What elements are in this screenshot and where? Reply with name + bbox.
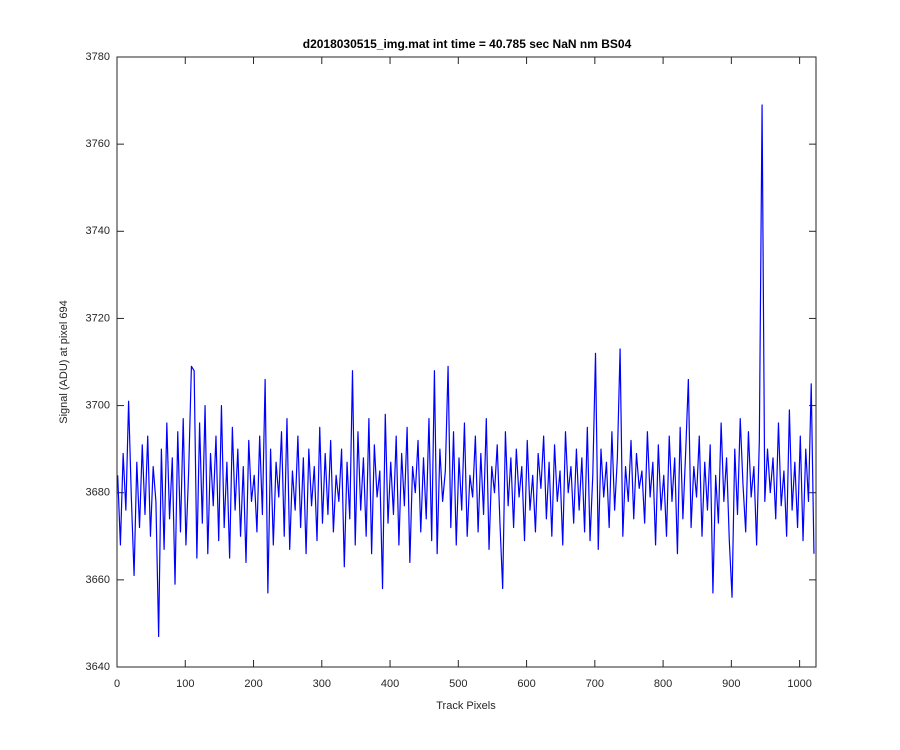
y-tick-label: 3780: [86, 51, 110, 63]
axes-box: [116, 56, 817, 668]
x-tick-label: 600: [517, 678, 535, 690]
y-tick-label: 3740: [86, 225, 110, 237]
x-tick-label: 700: [586, 678, 604, 690]
y-tick-label: 3680: [86, 487, 110, 499]
x-axis-label: Track Pixels: [436, 700, 496, 712]
data-line: [117, 104, 815, 638]
x-tick-label: 100: [176, 678, 194, 690]
y-tick-label: 3760: [86, 138, 110, 150]
y-axis-label: Signal (ADU) at pixel 694: [58, 300, 70, 424]
x-tick-label: 400: [381, 678, 399, 690]
x-tick-label: 500: [449, 678, 467, 690]
x-tick-label: 800: [654, 678, 672, 690]
y-tick-label: 3700: [86, 399, 110, 411]
chart-title: d2018030515_img.mat int time = 40.785 se…: [303, 37, 632, 51]
y-tick-label: 3640: [86, 661, 110, 673]
y-tick-label: 3720: [86, 312, 110, 324]
x-tick-label: 300: [313, 678, 331, 690]
x-tick-label: 900: [722, 678, 740, 690]
y-tick-label: 3660: [86, 574, 110, 586]
x-tick-label: 1000: [787, 678, 811, 690]
x-tick-label: 200: [244, 678, 262, 690]
x-tick-label: 0: [114, 678, 120, 690]
